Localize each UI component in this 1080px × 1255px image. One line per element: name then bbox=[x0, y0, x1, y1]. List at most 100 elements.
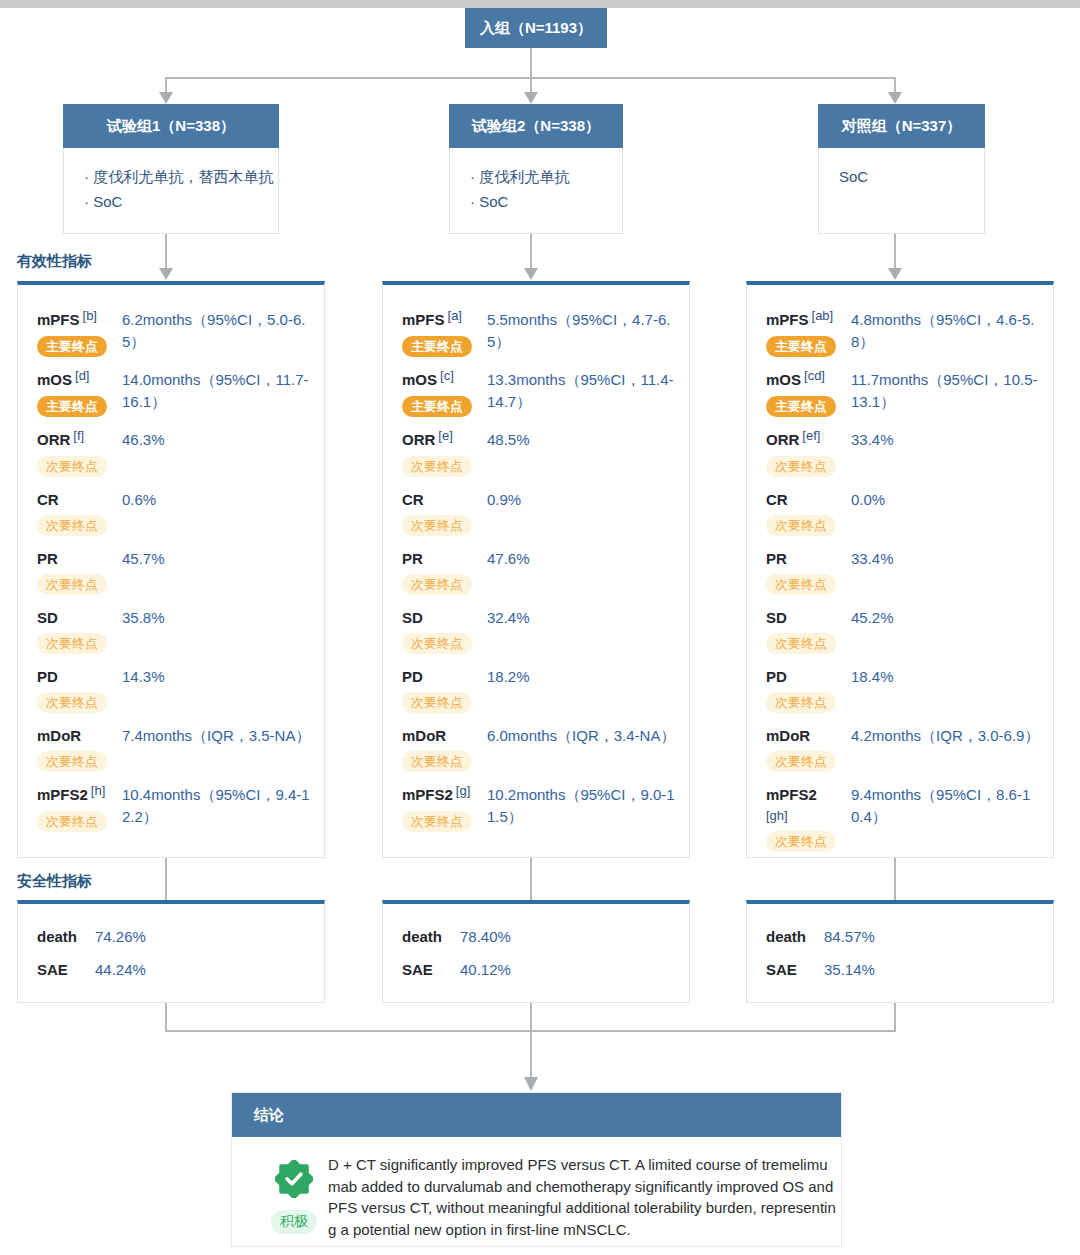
metric-value: 7.4months（IQR，3.5-NA） bbox=[122, 725, 312, 747]
metric-footnote: [a] bbox=[448, 308, 462, 323]
metric-cell: ORR[ef]次要终点 bbox=[766, 429, 851, 477]
arrow-down-icon bbox=[159, 92, 173, 104]
efficacy-row: ORR[f]次要终点46.3% bbox=[37, 429, 312, 477]
metric-cell: mPFS2[gh]次要终点 bbox=[766, 784, 851, 852]
efficacy-row: PR次要终点45.7% bbox=[37, 548, 312, 595]
efficacy-row: mOS[d]主要终点14.0months（95%CI，11.7-16.1） bbox=[37, 369, 312, 417]
metric-name: ORR[ef] bbox=[766, 429, 851, 451]
top-scrollbar[interactable] bbox=[0, 0, 1080, 8]
treatment-label: SoC bbox=[93, 193, 122, 210]
safety-row: death84.57% bbox=[766, 928, 1041, 945]
safety-row: SAE40.12% bbox=[402, 961, 677, 978]
metric-name: mDoR bbox=[402, 725, 487, 746]
metric-name: PR bbox=[402, 548, 487, 569]
safety-row: SAE35.14% bbox=[766, 961, 1041, 978]
metric-label: death bbox=[766, 928, 824, 945]
efficacy-row: PD次要终点14.3% bbox=[37, 666, 312, 713]
metric-name: mOS[c] bbox=[402, 369, 487, 391]
metric-label: PR bbox=[402, 550, 423, 567]
arm-box-experimental-2: 试验组2（N=338） · 度伐利尤单抗· SoC bbox=[449, 104, 623, 234]
metric-footnote: [ef] bbox=[802, 428, 820, 443]
metric-value: 9.4months（95%CI，8.6-10.4） bbox=[851, 784, 1041, 828]
metric-value: 78.40% bbox=[460, 928, 511, 945]
metric-value: 10.2months（95%CI，9.0-11.5） bbox=[487, 784, 677, 828]
metric-name: ORR[e] bbox=[402, 429, 487, 451]
endpoint-badge: 次要终点 bbox=[37, 574, 107, 595]
arrow-down-icon bbox=[159, 268, 173, 280]
metric-name: SD bbox=[766, 607, 851, 628]
metric-cell: mPFS2[g]次要终点 bbox=[402, 784, 487, 832]
efficacy-row: ORR[e]次要终点48.5% bbox=[402, 429, 677, 477]
metric-cell: SD次要终点 bbox=[402, 607, 487, 654]
safety-panel-arm1: death74.26% SAE44.24% bbox=[17, 900, 325, 1003]
metric-value: 47.6% bbox=[487, 548, 677, 570]
metric-cell: CR次要终点 bbox=[37, 489, 122, 536]
safety-row: SAE44.24% bbox=[37, 961, 312, 978]
endpoint-badge: 次要终点 bbox=[402, 751, 472, 772]
treatment-label: 度伐利尤单抗，替西木单抗 bbox=[93, 168, 273, 185]
metric-footnote: [c] bbox=[440, 368, 454, 383]
metric-cell: PD次要终点 bbox=[402, 666, 487, 713]
metric-label: SAE bbox=[766, 961, 824, 978]
metric-label: PR bbox=[37, 550, 58, 567]
endpoint-badge: 次要终点 bbox=[402, 515, 472, 536]
metric-name: mDoR bbox=[37, 725, 122, 746]
efficacy-row: CR 次要终点 0.9% bbox=[402, 489, 677, 536]
metric-value: 0.9% bbox=[487, 489, 677, 511]
metric-label: SD bbox=[37, 609, 58, 626]
metric-name: CR bbox=[766, 489, 851, 510]
endpoint-badge: 次要终点 bbox=[402, 811, 472, 832]
metric-value: 33.4% bbox=[851, 548, 1041, 570]
metric-value: 10.4months（95%CI，9.4-12.2） bbox=[122, 784, 312, 828]
metric-value: 45.2% bbox=[851, 607, 1041, 629]
metric-name: CR bbox=[402, 489, 487, 510]
arm-box-control: 对照组（N=337） SoC bbox=[818, 104, 985, 234]
endpoint-badge: 主要终点 bbox=[402, 396, 472, 417]
metric-cell: mPFS[b]主要终点 bbox=[37, 309, 122, 357]
conclusion-title: 结论 bbox=[232, 1093, 841, 1137]
metric-value: 18.4% bbox=[851, 666, 1041, 688]
endpoint-badge: 主要终点 bbox=[402, 336, 472, 357]
endpoint-badge: 次要终点 bbox=[766, 692, 836, 713]
metric-value: 14.3% bbox=[122, 666, 312, 688]
efficacy-row: CR次要终点0.0% bbox=[766, 489, 1041, 536]
conclusion-text: D + CT significantly improved PFS versus… bbox=[328, 1154, 837, 1240]
metric-cell: mPFS2[h]次要终点 bbox=[37, 784, 122, 832]
safety-row: death74.26% bbox=[37, 928, 312, 945]
safety-row: death78.40% bbox=[402, 928, 677, 945]
efficacy-row: mPFS[ab]主要终点4.8months（95%CI，4.6-5.8） bbox=[766, 309, 1041, 357]
enrollment-label: 入组（N=1193） bbox=[480, 19, 592, 36]
arm-treatments: SoC bbox=[818, 148, 985, 234]
metric-name: PD bbox=[402, 666, 487, 687]
metric-footnote: [cd] bbox=[804, 368, 825, 383]
arrow-down-icon bbox=[524, 1077, 538, 1091]
metric-value: 14.0months（95%CI，11.7-16.1） bbox=[122, 369, 312, 413]
metric-value: 0.6% bbox=[122, 489, 312, 511]
arm-header: 试验组1（N=338） bbox=[63, 104, 279, 148]
metric-footnote: [f] bbox=[73, 428, 84, 443]
metric-footnote: [gh] bbox=[766, 805, 851, 826]
endpoint-badge: 主要终点 bbox=[766, 336, 836, 357]
metric-name: SD bbox=[402, 607, 487, 628]
efficacy-row: mOS[c]主要终点13.3months（95%CI，11.4-14.7） bbox=[402, 369, 677, 417]
endpoint-badge: 主要终点 bbox=[766, 396, 836, 417]
efficacy-row: mDoR次要终点4.2months（IQR，3.0-6.9） bbox=[766, 725, 1041, 772]
metric-value: 0.0% bbox=[851, 489, 1041, 511]
conclusion-box: 结论 积极 D + CT significantly improved PFS … bbox=[231, 1092, 842, 1247]
metric-label: death bbox=[402, 928, 460, 945]
efficacy-row: mPFS2[h]次要终点10.4months（95%CI，9.4-12.2） bbox=[37, 784, 312, 832]
metric-label: mDoR bbox=[37, 727, 81, 744]
treatment-item: · SoC bbox=[470, 189, 614, 214]
metric-name: SD bbox=[37, 607, 122, 628]
metric-cell: CR次要终点 bbox=[766, 489, 851, 536]
endpoint-badge: 次要终点 bbox=[766, 633, 836, 654]
endpoint-badge: 次要终点 bbox=[402, 456, 472, 477]
arrow-down-icon bbox=[524, 92, 538, 104]
efficacy-row: mOS[cd]主要终点11.7months（95%CI，10.5-13.1） bbox=[766, 369, 1041, 417]
metric-cell: SD 次要终点 bbox=[766, 607, 851, 654]
efficacy-row: SD 次要终点 45.2% bbox=[766, 607, 1041, 654]
metric-name: CR bbox=[37, 489, 122, 510]
efficacy-row: mPFS2[gh]次要终点9.4months（95%CI，8.6-10.4） bbox=[766, 784, 1041, 852]
metric-footnote: [d] bbox=[75, 368, 89, 383]
metric-value: 84.57% bbox=[824, 928, 875, 945]
